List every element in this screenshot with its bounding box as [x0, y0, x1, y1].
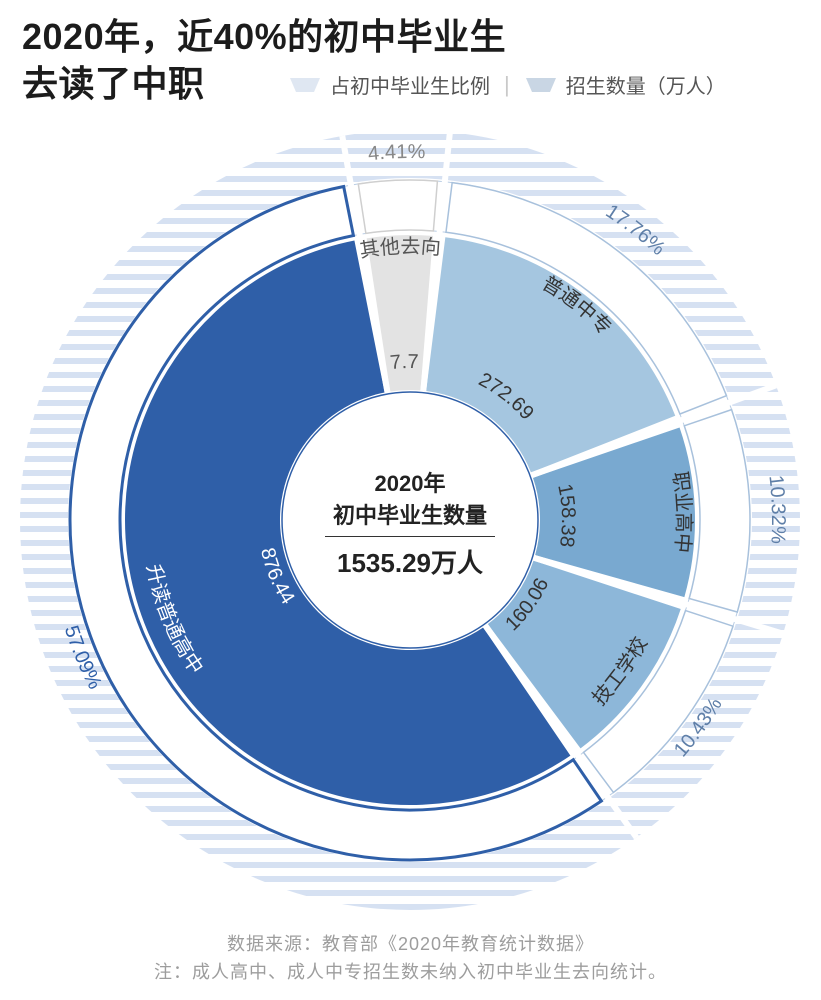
- legend: 占初中毕业生比例 | 招生数量（万人）: [288, 70, 726, 99]
- donut-chart: 升读普通高中876.4457.09%技工学校160.0610.43%职业高中15…: [0, 120, 821, 920]
- legend-separator: |: [504, 72, 510, 98]
- legend-inner-label: 招生数量（万人）: [566, 70, 726, 99]
- footnote-source: 数据来源：教育部《2020年教育统计数据》: [0, 930, 821, 956]
- legend-outer-label: 占初中毕业生比例: [330, 70, 490, 99]
- center-value: 1535.29万人: [300, 543, 520, 580]
- outer-slice-other: [358, 180, 437, 233]
- center-line1: 2020年: [300, 466, 520, 498]
- legend-swatch-inner: [524, 76, 558, 94]
- title-line1: 2020年，近40%的初中毕业生: [22, 14, 506, 61]
- legend-swatch-outer: [288, 76, 322, 94]
- title-line2: 去读了中职: [22, 61, 205, 108]
- percent-vocational-high: 10.32%: [764, 474, 789, 544]
- center-label: 2020年 初中毕业生数量 1535.29万人: [300, 466, 520, 580]
- percent-other: 4.41%: [367, 141, 426, 165]
- value-vocational-high: 158.38: [553, 482, 579, 548]
- center-divider: [325, 536, 495, 537]
- center-line2: 初中毕业生数量: [300, 498, 520, 530]
- footnote-note: 注：成人高中、成人中专招生数未纳入初中毕业生去向统计。: [0, 958, 821, 984]
